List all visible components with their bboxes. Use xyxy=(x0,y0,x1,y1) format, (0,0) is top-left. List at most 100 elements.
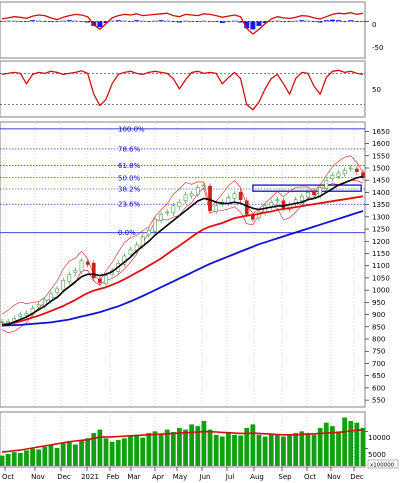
price-tick-label: 1100 xyxy=(372,262,390,270)
candle-body xyxy=(214,205,219,212)
macd-histogram-bar xyxy=(342,21,348,22)
macd-histogram-bar xyxy=(152,20,158,22)
time-tick-label: Dec xyxy=(350,473,364,481)
macd-histogram-bar xyxy=(195,21,201,22)
time-tick-label: Nov xyxy=(31,473,45,481)
volume-unit-box xyxy=(367,459,399,469)
candle-body xyxy=(281,200,286,209)
macd-histogram-bar xyxy=(183,20,189,22)
macd-histogram-bar xyxy=(268,21,274,22)
volume-bar xyxy=(281,436,286,466)
volume-bar xyxy=(128,436,133,466)
volume-bar xyxy=(287,435,292,466)
price-tick-label: 850 xyxy=(372,323,385,331)
candle-body xyxy=(312,190,316,196)
macd-histogram-bar xyxy=(207,21,213,22)
macd-histogram-bar xyxy=(287,21,293,22)
ma-long-line xyxy=(1,210,364,327)
volume-bar xyxy=(140,437,146,466)
ma-short-line xyxy=(1,175,364,327)
volume-bar xyxy=(158,434,164,466)
volume-bar xyxy=(238,435,244,466)
volume-bar xyxy=(323,422,329,466)
candle-body xyxy=(0,321,4,323)
volume-bar xyxy=(109,441,115,466)
volume-bar xyxy=(73,444,78,466)
time-tick-label: Nov xyxy=(327,473,341,481)
stochastic-tick-50: 50 xyxy=(372,86,381,94)
macd-tick-neg50: -50 xyxy=(372,44,383,52)
macd-histogram-bar xyxy=(115,20,121,22)
price-marks xyxy=(0,155,365,334)
volume-bar xyxy=(103,438,109,466)
macd-histogram-bar xyxy=(85,21,91,23)
volume-bar xyxy=(24,450,29,466)
stochastic-frame xyxy=(0,60,366,118)
volume-bar xyxy=(91,433,97,466)
candle-body xyxy=(159,214,163,221)
fibonacci-label: 78.6% xyxy=(118,145,141,153)
candle-body xyxy=(30,308,35,315)
macd-marks xyxy=(0,12,366,35)
volume-bar xyxy=(348,420,354,466)
price-frame xyxy=(0,121,366,408)
volume-bar xyxy=(189,424,195,466)
volume-bar xyxy=(311,434,317,466)
volume-bar xyxy=(317,427,323,466)
macd-histogram-bar xyxy=(109,20,115,22)
macd-histogram-bar xyxy=(54,21,60,22)
volume-bar xyxy=(225,433,231,466)
candle-body xyxy=(208,185,212,211)
macd-histogram-bar xyxy=(238,21,244,23)
price-tick-label: 550 xyxy=(372,397,385,405)
macd-histogram-bar xyxy=(0,21,5,22)
time-tick-label: Aug xyxy=(250,473,264,481)
bollinger-upper-band xyxy=(1,155,364,315)
volume-bar xyxy=(66,441,72,466)
candle-body xyxy=(244,200,249,215)
volume-bar xyxy=(60,443,66,466)
candle-body xyxy=(165,211,170,214)
volume-bar xyxy=(360,427,366,466)
volume-bar xyxy=(250,424,256,466)
volume-bar xyxy=(293,433,299,466)
macd-histogram-bar xyxy=(360,21,366,22)
price-tick-label: 1200 xyxy=(372,238,390,246)
volume-bar xyxy=(268,434,274,466)
volume-bar xyxy=(201,420,207,466)
macd-histogram-bar xyxy=(170,21,176,22)
volume-bar xyxy=(152,431,158,466)
price-tick-label: 1000 xyxy=(372,287,390,295)
volume-bar xyxy=(342,417,348,466)
volume-bar xyxy=(42,446,48,466)
volume-bar xyxy=(11,452,17,466)
price-gridlines xyxy=(4,124,355,405)
candle-body xyxy=(330,175,335,179)
volume-bar xyxy=(354,422,360,466)
candle-body xyxy=(153,219,157,232)
macd-histogram-bar xyxy=(11,20,17,22)
price-tick-label: 1400 xyxy=(372,189,390,197)
macd-histogram-bar xyxy=(299,20,305,22)
macd-histogram-bar xyxy=(201,20,207,22)
candle-body xyxy=(104,275,108,285)
candle-body xyxy=(324,179,329,189)
candle-body xyxy=(171,205,176,214)
price-tick-label: 800 xyxy=(372,336,385,344)
macd-histogram-bar xyxy=(354,21,360,22)
macd-histogram-bar xyxy=(256,21,262,26)
macd-histogram-bar xyxy=(225,21,231,22)
macd-histogram-bar xyxy=(317,21,323,23)
volume-bar xyxy=(17,452,23,466)
macd-histogram-bar xyxy=(244,21,250,29)
macd-panel: 0 -50 xyxy=(0,1,383,59)
volume-axis: 10000 5000 x100000 xyxy=(365,431,399,469)
macd-histogram-bar xyxy=(5,20,11,22)
candle-body xyxy=(177,201,182,208)
time-axis: Oct Nov Dec 2021 Feb Mar Apr May Jun Jul Aug Sep Oct… xyxy=(2,467,364,481)
fibonacci-label: 61.8% xyxy=(118,162,141,170)
candle-body xyxy=(61,280,66,291)
macd-histogram-bar xyxy=(280,21,286,22)
candle-body xyxy=(336,172,341,177)
